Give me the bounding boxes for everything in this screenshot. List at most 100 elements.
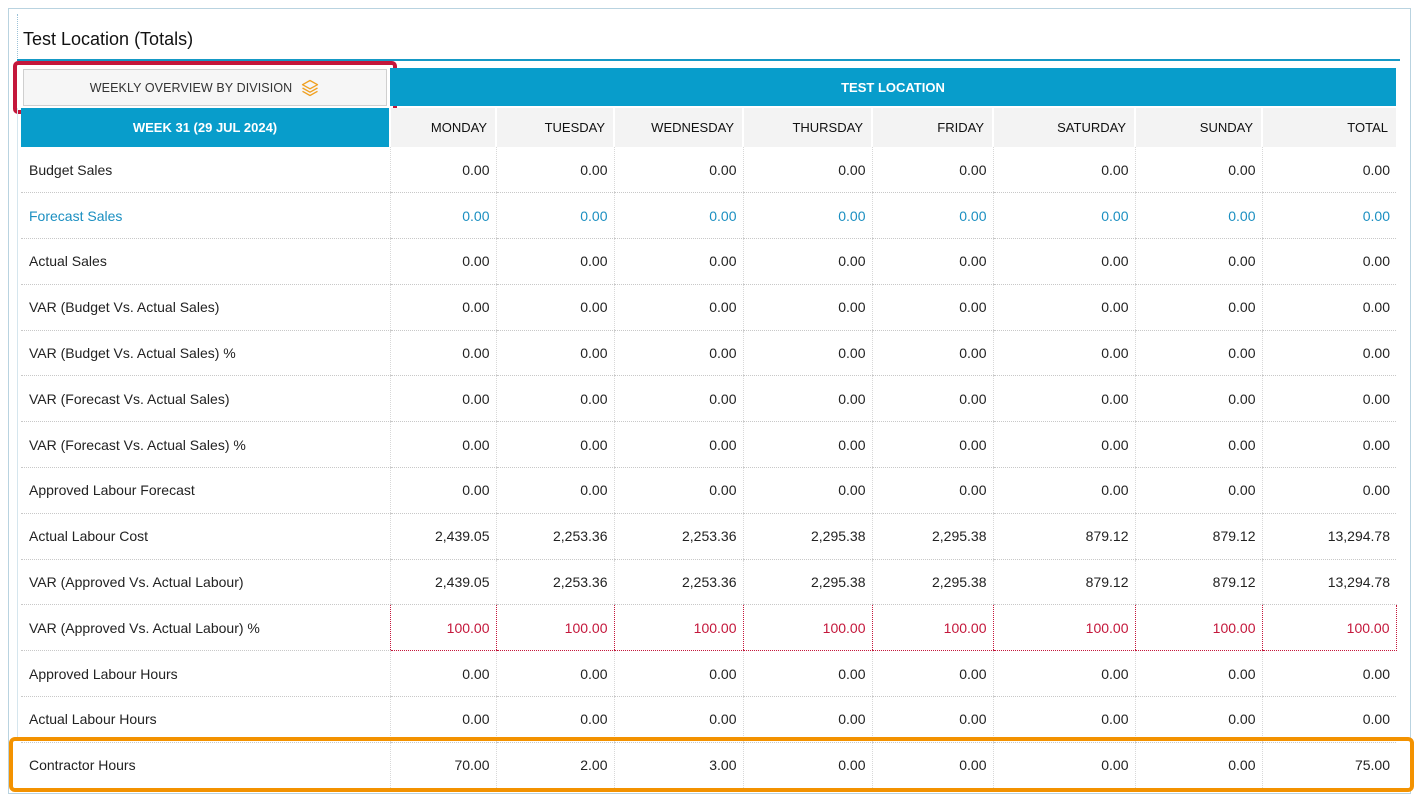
table-cell: 2,253.36 [613, 559, 743, 606]
table-cell: 0.00 [742, 330, 872, 377]
table-cell: 0.00 [742, 696, 872, 743]
table-cell: 0.00 [495, 650, 614, 698]
table-cell: 0.00 [1261, 284, 1396, 331]
table-row: VAR (Approved Vs. Actual Labour) % 100.00… [21, 604, 1397, 652]
table-cell: 0.00 [992, 467, 1135, 514]
table-cell: 0.00 [992, 147, 1135, 194]
table-cell: 0.00 [389, 421, 496, 469]
row-label: VAR (Budget Vs. Actual Sales) % [21, 330, 390, 377]
table-cell: 0.00 [871, 330, 993, 377]
table-cell: 0.00 [495, 284, 614, 331]
table-cell: 0.00 [495, 147, 614, 194]
table-cell: 2,295.38 [871, 513, 993, 560]
column-header: WEDNESDAY [613, 108, 743, 147]
panel-title: Test Location (Totals) [23, 29, 194, 49]
week-label: WEEK 31 (29 JUL 2024) [21, 108, 390, 147]
table-cell: 0.00 [871, 192, 993, 240]
table-cell: 0.00 [1134, 742, 1262, 789]
weekly-overview-by-division-button[interactable]: WEEKLY OVERVIEW BY DIVISION [23, 69, 387, 106]
table-cell: 0.00 [495, 375, 614, 423]
table-cell: 100.00 [495, 604, 614, 652]
table-cell: 2,295.38 [871, 559, 993, 606]
table-cell: 100.00 [1134, 604, 1262, 652]
table-cell: 13,294.78 [1261, 513, 1396, 560]
column-header: SUNDAY [1134, 108, 1262, 147]
table-cell: 0.00 [613, 330, 743, 377]
table-cell: 0.00 [1134, 375, 1262, 423]
table-cell: 0.00 [742, 147, 872, 194]
table-cell: 0.00 [1261, 650, 1396, 698]
table-cell: 0.00 [871, 696, 993, 743]
table-cell: 0.00 [1134, 421, 1262, 469]
table-cell: 0.00 [1261, 467, 1396, 514]
row-label: Approved Labour Forecast [21, 467, 390, 514]
table-cell: 0.00 [871, 238, 993, 285]
table-row: VAR (Forecast Vs. Actual Sales) 0.00 0.00 0… [21, 375, 1396, 423]
table-cell: 0.00 [495, 696, 614, 743]
table-row: Actual Labour Cost 2,439.05 2,253.36 2,253.… [21, 513, 1396, 560]
table-cell: 0.00 [613, 650, 743, 698]
table-cell: 0.00 [992, 650, 1135, 698]
table-cell: 0.00 [389, 238, 496, 285]
table-row: Contractor Hours 70.00 2.00 3.00 0.00 0.00 0.0… [21, 742, 1396, 789]
row-label: VAR (Approved Vs. Actual Labour) % [21, 604, 390, 652]
table-cell: 100.00 [1261, 604, 1397, 652]
row-label: Approved Labour Hours [21, 650, 390, 698]
table-cell: 0.00 [389, 375, 496, 423]
table-cell: 0.00 [871, 284, 993, 331]
table-cell: 2,253.36 [613, 513, 743, 560]
row-label: Forecast Sales [21, 192, 390, 240]
table-cell: 0.00 [742, 238, 872, 285]
row-label: VAR (Budget Vs. Actual Sales) [21, 284, 390, 331]
table-cell: 100.00 [613, 604, 743, 652]
table-cell: 0.00 [742, 375, 872, 423]
table-cell: 3.00 [613, 742, 743, 789]
table-cell: 0.00 [871, 467, 993, 514]
table-cell: 0.00 [742, 421, 872, 469]
table-cell: 0.00 [1134, 238, 1262, 285]
overview-button-highlight [13, 61, 397, 114]
table-cell: 2,295.38 [742, 513, 872, 560]
column-header: TUESDAY [495, 108, 614, 147]
title-divider [17, 59, 1400, 61]
table-cell: 0.00 [992, 696, 1135, 743]
table-row: Actual Labour Hours 0.00 0.00 0.00 0.00 0.00 0… [21, 696, 1396, 743]
table-cell: 0.00 [742, 192, 872, 240]
row-label: VAR (Approved Vs. Actual Labour) [21, 559, 390, 606]
table-cell: 100.00 [992, 604, 1135, 652]
table-cell: 75.00 [1261, 742, 1396, 789]
table-cell: 0.00 [1134, 192, 1262, 240]
table-cell: 0.00 [742, 742, 872, 789]
table-cell: 0.00 [613, 147, 743, 194]
table-cell: 0.00 [389, 650, 496, 698]
table-cell: 2,439.05 [389, 559, 496, 606]
table-cell: 0.00 [613, 192, 743, 240]
column-header: MONDAY [389, 108, 496, 147]
table-cell: 0.00 [389, 467, 496, 514]
table-cell: 0.00 [992, 742, 1135, 789]
table-cell: 0.00 [495, 192, 614, 240]
table-cell: 100.00 [742, 604, 872, 652]
table-cell: 2,253.36 [495, 513, 614, 560]
table-cell: 0.00 [613, 467, 743, 514]
table-cell: 0.00 [613, 421, 743, 469]
column-header: SATURDAY [992, 108, 1135, 147]
table-cell: 0.00 [1134, 147, 1262, 194]
table-cell: 0.00 [1261, 238, 1396, 285]
table-cell: 0.00 [992, 192, 1135, 240]
table-row: VAR (Budget Vs. Actual Sales) 0.00 0.00 0.0… [21, 284, 1396, 331]
table-cell: 0.00 [1261, 147, 1396, 194]
row-label: Actual Labour Cost [21, 513, 390, 560]
table-cell: 100.00 [389, 604, 496, 652]
table-cell: 0.00 [1261, 192, 1396, 240]
column-header: TOTAL [1261, 108, 1396, 147]
table-cell: 0.00 [871, 375, 993, 423]
table-cell: 2,253.36 [495, 559, 614, 606]
overview-button-label: WEEKLY OVERVIEW BY DIVISION [89, 80, 293, 95]
table-header-row: WEEK 31 (29 JUL 2024) MONDAY TUESDAY WED… [21, 108, 1396, 147]
table-row: Approved Labour Hours 0.00 0.00 0.00 0.00 0.0… [21, 650, 1396, 698]
row-label: Actual Labour Hours [21, 696, 390, 743]
table-cell: 0.00 [992, 238, 1135, 285]
row-label: Actual Sales [21, 238, 390, 285]
table-cell: 0.00 [1261, 421, 1396, 469]
